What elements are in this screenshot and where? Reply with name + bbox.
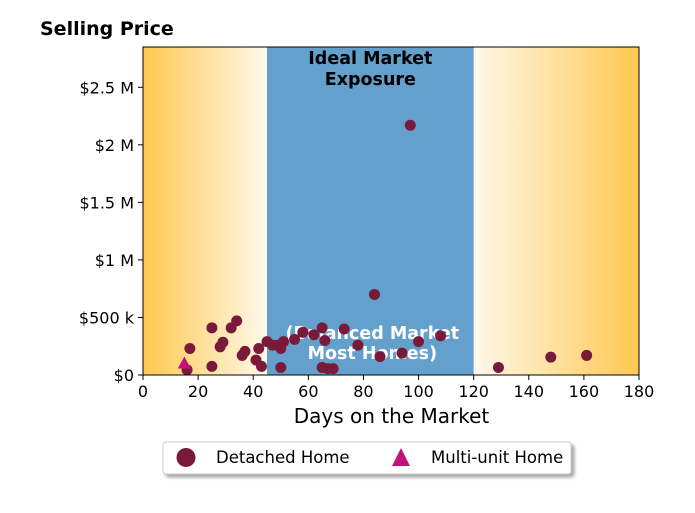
- plot-background: [143, 47, 639, 375]
- y-tick-label: $2 M: [95, 136, 134, 155]
- detached-home-point: [581, 349, 593, 361]
- y-tick-label: $0: [114, 366, 134, 385]
- detached-home-point: [413, 336, 425, 348]
- detached-home-point: [327, 363, 339, 375]
- x-tick-label: 20: [188, 382, 208, 401]
- detached-home-point: [289, 333, 301, 345]
- band-label-top-line: Ideal Market: [308, 49, 432, 69]
- multiunit-home-point: [177, 356, 191, 369]
- detached-home-point: [374, 351, 386, 363]
- detached-home-point: [231, 315, 243, 327]
- detached-home-point: [319, 334, 331, 346]
- x-tick-label: 180: [624, 382, 655, 401]
- x-tick-label: 160: [569, 382, 600, 401]
- detached-home-point: [184, 343, 196, 355]
- detached-home-point: [206, 322, 218, 334]
- legend-box: [162, 441, 572, 475]
- x-axis: 0 20 40 60 80 100 120 140 160 180: [138, 375, 654, 401]
- detached-home-point: [255, 360, 267, 372]
- detached-home-point: [316, 322, 328, 334]
- x-tick-label: 40: [243, 382, 263, 401]
- detached-home-point: [404, 119, 416, 131]
- detached-home-point: [545, 351, 557, 363]
- legend-label-multiunit: Multi-unit Home: [431, 448, 563, 467]
- detached-home-point: [492, 362, 504, 374]
- x-tick-label: 100: [403, 382, 434, 401]
- legend-label-detached: Detached Home: [216, 448, 350, 467]
- band-label-top-line: Exposure: [325, 70, 416, 90]
- detached-home-point: [278, 336, 290, 348]
- detached-home-point: [275, 362, 287, 374]
- legend-triangle-marker: [392, 448, 410, 466]
- plot-frame: [142, 46, 640, 376]
- x-tick-label: 140: [514, 382, 545, 401]
- chart-title: Selling Price: [40, 18, 174, 40]
- legend: Detached Home Multi-unit Home: [162, 441, 572, 475]
- ideal-exposure-band: [267, 47, 474, 375]
- x-tick-label: 0: [138, 382, 148, 401]
- detached-home-point: [253, 343, 265, 355]
- y-tick-label: $500 k: [79, 308, 135, 327]
- left-gradient-region: [143, 47, 267, 375]
- detached-home-point: [338, 323, 350, 335]
- detached-home-point: [206, 360, 218, 372]
- y-axis: $0 $500 k $1 M $1.5 M $2 M $2.5 M: [79, 78, 143, 385]
- detached-home-point: [239, 345, 251, 357]
- detached-home-point: [308, 329, 320, 341]
- detached-home-point: [396, 347, 408, 359]
- y-tick-label: $1.5 M: [79, 193, 134, 212]
- y-tick-label: $2.5 M: [79, 78, 134, 97]
- x-axis-title: Days on the Market: [294, 404, 490, 428]
- detached-home-point: [217, 336, 229, 348]
- detached-home-point: [297, 326, 309, 338]
- detached-home-point: [368, 288, 380, 300]
- right-gradient-region: [473, 47, 639, 375]
- data-points: [177, 119, 593, 376]
- y-tick-label: $1 M: [95, 251, 134, 270]
- x-tick-label: 80: [353, 382, 373, 401]
- detached-home-point: [352, 339, 364, 351]
- x-tick-label: 120: [458, 382, 489, 401]
- x-tick-label: 60: [298, 382, 318, 401]
- detached-home-point: [435, 330, 447, 342]
- legend-circle-marker: [176, 448, 196, 467]
